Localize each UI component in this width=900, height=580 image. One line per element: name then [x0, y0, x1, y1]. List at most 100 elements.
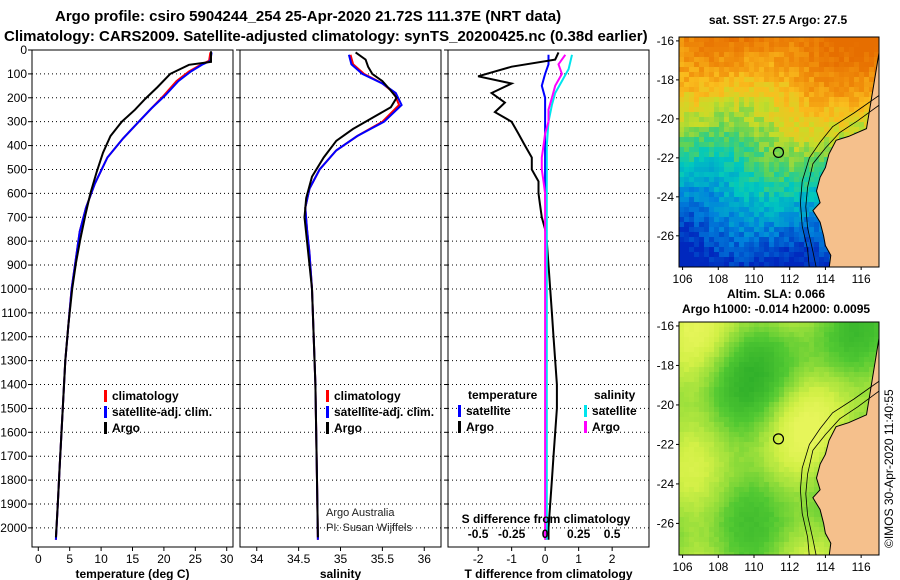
- map-cell: [749, 512, 755, 518]
- map-cell: [769, 137, 775, 143]
- map-cell: [839, 102, 845, 108]
- map-cell: [729, 527, 735, 533]
- map-cell: [744, 517, 750, 523]
- map-cell: [774, 52, 780, 58]
- map-cell: [704, 522, 710, 528]
- map-cell: [724, 202, 730, 208]
- map-cell: [819, 37, 825, 43]
- map-cell: [689, 392, 695, 398]
- map-cell: [814, 532, 820, 538]
- map-cell: [834, 367, 840, 373]
- map-cell: [729, 187, 735, 193]
- map-cell: [804, 382, 810, 388]
- map-cell: [774, 77, 780, 83]
- map-cell: [689, 112, 695, 118]
- x-tick-label: 25: [189, 552, 203, 566]
- map-cell: [714, 192, 720, 198]
- map-cell: [689, 52, 695, 58]
- map-x-tick-label: 108: [708, 272, 728, 286]
- map-cell: [789, 137, 795, 143]
- map-cell: [724, 392, 730, 398]
- map-cell: [679, 82, 685, 88]
- map-cell: [834, 387, 840, 393]
- map-cell: [704, 492, 710, 498]
- map-cell: [794, 222, 800, 228]
- map-cell: [784, 472, 790, 478]
- map-cell: [699, 247, 705, 253]
- map-cell: [714, 242, 720, 248]
- map-cell: [854, 327, 860, 333]
- map-cell: [849, 82, 855, 88]
- map-cell: [689, 342, 695, 348]
- map-cell: [769, 202, 775, 208]
- map-cell: [794, 522, 800, 528]
- map-cell: [684, 172, 690, 178]
- map-cell: [734, 332, 740, 338]
- map-cell: [804, 132, 810, 138]
- map-cell: [704, 552, 710, 555]
- map-cell: [709, 237, 715, 243]
- map-cell: [729, 177, 735, 183]
- map-cell: [799, 152, 805, 158]
- map-cell: [779, 392, 785, 398]
- map-cell: [854, 57, 860, 63]
- map-cell: [689, 447, 695, 453]
- map-cell: [759, 437, 765, 443]
- map-cell: [764, 77, 770, 83]
- map-cell: [824, 57, 830, 63]
- map-cell: [809, 212, 815, 218]
- map-cell: [709, 387, 715, 393]
- map-cell: [704, 247, 710, 253]
- map-cell: [744, 47, 750, 53]
- map-cell: [844, 57, 850, 63]
- map-cell: [724, 412, 730, 418]
- map-cell: [709, 492, 715, 498]
- map-cell: [844, 72, 850, 78]
- map-cell: [794, 237, 800, 243]
- map-cell: [714, 322, 720, 328]
- map-cell: [839, 47, 845, 53]
- map-cell: [729, 37, 735, 43]
- map-cell: [689, 152, 695, 158]
- map-cell: [834, 132, 840, 138]
- map-cell: [754, 182, 760, 188]
- map-cell: [809, 477, 815, 483]
- map-cell: [764, 347, 770, 353]
- map-cell: [714, 147, 720, 153]
- map-cell: [794, 37, 800, 43]
- map-cell: [874, 327, 879, 333]
- map-cell: [784, 192, 790, 198]
- map-cell: [834, 47, 840, 53]
- map-cell: [729, 407, 735, 413]
- map-cell: [804, 327, 810, 333]
- map-cell: [744, 522, 750, 528]
- map-cell: [829, 82, 835, 88]
- map-cell: [729, 172, 735, 178]
- map-cell: [714, 362, 720, 368]
- map-cell: [799, 402, 805, 408]
- map-cell: [684, 237, 690, 243]
- map-cell: [819, 432, 825, 438]
- map-cell: [779, 87, 785, 93]
- map-cell: [699, 437, 705, 443]
- map-cell: [834, 377, 840, 383]
- map-cell: [719, 137, 725, 143]
- map-cell: [734, 327, 740, 333]
- legend-header-salinity: salinity: [594, 388, 636, 402]
- map-cell: [689, 247, 695, 253]
- map-cell: [749, 457, 755, 463]
- map-cell: [744, 127, 750, 133]
- map-cell: [714, 442, 720, 448]
- map-cell: [809, 517, 815, 523]
- map-cell: [754, 117, 760, 123]
- map-cell: [799, 342, 805, 348]
- map-cell: [739, 87, 745, 93]
- map-cell: [824, 137, 830, 143]
- map-cell: [689, 47, 695, 53]
- map-cell: [719, 432, 725, 438]
- map-cell: [799, 107, 805, 113]
- map-cell: [744, 452, 750, 458]
- map-cell: [759, 362, 765, 368]
- map-cell: [734, 62, 740, 68]
- map-cell: [804, 257, 810, 263]
